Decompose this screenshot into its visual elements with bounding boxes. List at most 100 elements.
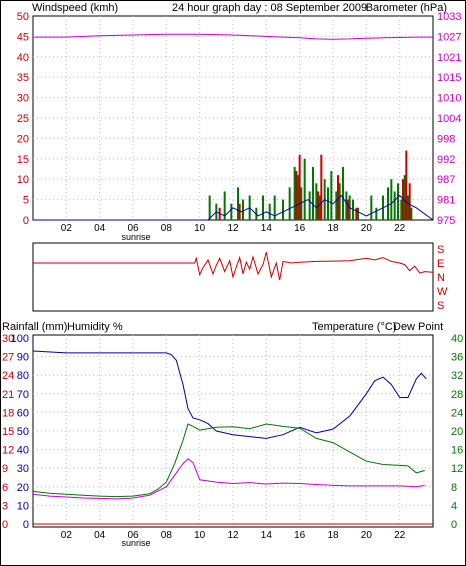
barometer-y-tick: 1004 <box>437 113 461 125</box>
wind-line <box>33 194 434 221</box>
temperature-y-tick: 0 <box>451 519 457 531</box>
rainfall-y-tick: 24 <box>2 370 14 382</box>
rainfall-y-tick: 27 <box>2 352 14 364</box>
barometer-y-tick: 1010 <box>437 93 461 105</box>
temp-x-tick: 06 <box>127 530 139 541</box>
humidity-y-tick: 10 <box>17 500 29 512</box>
rainfall-y-tick: 3 <box>2 500 8 512</box>
wind-x-tick: 14 <box>261 223 273 234</box>
humidity-y-tick: 50 <box>17 426 29 438</box>
barometer-y-tick: 1021 <box>437 52 461 64</box>
humidity-axis-label: Humidity % <box>67 321 123 333</box>
wind-axis-label: Windspeed (kmh) <box>32 2 118 14</box>
direction-y-tick: W <box>437 286 448 298</box>
humidity-y-tick: 0 <box>23 519 29 531</box>
wind-x-tick: 06 <box>127 223 139 234</box>
barometer-y-tick: 1015 <box>437 72 461 84</box>
humidity-y-tick: 60 <box>17 407 29 419</box>
sunrise-label-bottom: sunrise <box>121 538 150 548</box>
temperature-y-tick: 12 <box>451 463 463 475</box>
barometer-line <box>33 33 433 40</box>
temperature-y-tick: 28 <box>451 389 463 401</box>
temperature-line <box>32 458 425 500</box>
humidity-y-tick: 70 <box>17 389 29 401</box>
wind-x-tick: 10 <box>194 223 206 234</box>
temp-x-tick: 10 <box>194 530 206 541</box>
rainfall-y-tick: 6 <box>2 482 8 494</box>
humidity-y-tick: 90 <box>17 352 29 364</box>
temperature-y-tick: 8 <box>451 482 457 494</box>
humidity-y-tick: 100 <box>11 333 29 345</box>
temp-x-tick: 14 <box>261 530 273 541</box>
temperature-y-tick: 4 <box>451 500 457 512</box>
wind-y-tick: 30 <box>17 93 29 105</box>
temperature-line <box>32 423 425 498</box>
rainfall-axis-label: Rainfall (mm) <box>2 321 67 333</box>
temp-x-tick: 22 <box>394 530 406 541</box>
wind-x-tick: 18 <box>327 223 339 234</box>
wind-x-tick: 08 <box>161 223 173 234</box>
temp-x-tick: 20 <box>361 530 373 541</box>
temp-x-tick: 08 <box>161 530 173 541</box>
wind-x-tick: 20 <box>361 223 373 234</box>
wind-x-tick: 22 <box>394 223 406 234</box>
wind-y-tick: 35 <box>17 72 29 84</box>
humidity-y-ticks: 0 10 20 30 40 50 60 70 80 90 100 <box>11 333 29 531</box>
wind-x-tick: 12 <box>227 223 239 234</box>
barometer-y-tick: 1027 <box>437 31 461 43</box>
barometer-y-tick: 981 <box>437 195 455 207</box>
barometer-y-tick: 975 <box>437 215 455 227</box>
wind-y-tick: 25 <box>17 113 29 125</box>
wind-series <box>33 33 434 221</box>
wind-y-tick: 10 <box>17 174 29 186</box>
temp-x-tick: 02 <box>61 530 73 541</box>
temp-x-tick: 12 <box>227 530 239 541</box>
barometer-axis-label: Barometer (hPa) <box>366 2 447 14</box>
wind-y-tick: 5 <box>23 195 29 207</box>
wind-y-tick: 45 <box>17 31 29 43</box>
humidity-y-tick: 40 <box>17 445 29 457</box>
wind-x-tick: 02 <box>61 223 73 234</box>
direction-line <box>33 251 434 281</box>
humidity-line <box>32 350 427 439</box>
wind-x-ticks: 02 04 06 08 10 12 14 16 18 20 22 <box>61 223 406 234</box>
temperature-y-tick: 16 <box>451 445 463 457</box>
wind-y-tick: 40 <box>17 52 29 64</box>
temperature-y-tick: 20 <box>451 426 463 438</box>
rainfall-y-tick: 12 <box>2 445 14 457</box>
temperature-y-tick: 24 <box>451 407 463 419</box>
temperature-y-tick: 32 <box>451 370 463 382</box>
direction-y-tick: N <box>437 272 445 284</box>
temp-x-ticks: 02 04 06 08 10 12 14 16 18 20 22 <box>61 530 406 541</box>
wind-grid <box>33 16 433 220</box>
wind-x-tick: 04 <box>94 223 106 234</box>
temperature-y-ticks: 0 4 8 12 16 20 24 28 32 36 40 <box>451 333 463 531</box>
wind-y-tick: 20 <box>17 133 29 145</box>
rainfall-y-tick: 18 <box>2 407 14 419</box>
humidity-y-tick: 30 <box>17 463 29 475</box>
rainfall-y-tick: 21 <box>2 389 14 401</box>
chart-title: 24 hour graph day : 08 September 2009 <box>172 2 367 14</box>
temperature-axis-label: Temperature (°C) <box>312 321 396 333</box>
rainfall-y-tick: 15 <box>2 426 14 438</box>
humidity-y-tick: 20 <box>17 482 29 494</box>
barometer-y-tick: 998 <box>437 133 455 145</box>
direction-y-tick: S <box>437 300 444 312</box>
wind-y-tick: 0 <box>23 215 29 227</box>
wind-y-tick: 15 <box>17 154 29 166</box>
direction-series <box>33 251 434 281</box>
direction-y-tick: E <box>437 258 444 270</box>
barometer-y-tick: 992 <box>437 154 455 166</box>
temp-x-tick: 16 <box>294 530 306 541</box>
temp-grid <box>33 335 433 527</box>
sunrise-label-top: sunrise <box>121 232 150 242</box>
rainfall-y-tick: 30 <box>2 333 14 345</box>
rainfall-y-tick: 0 <box>2 519 8 531</box>
temp-x-tick: 18 <box>327 530 339 541</box>
temperature-y-tick: 36 <box>451 352 463 364</box>
barometer-y-tick: 1033 <box>437 11 461 23</box>
dewpoint-axis-label: Dew Point <box>393 321 443 333</box>
rainfall-y-tick: 9 <box>2 463 8 475</box>
